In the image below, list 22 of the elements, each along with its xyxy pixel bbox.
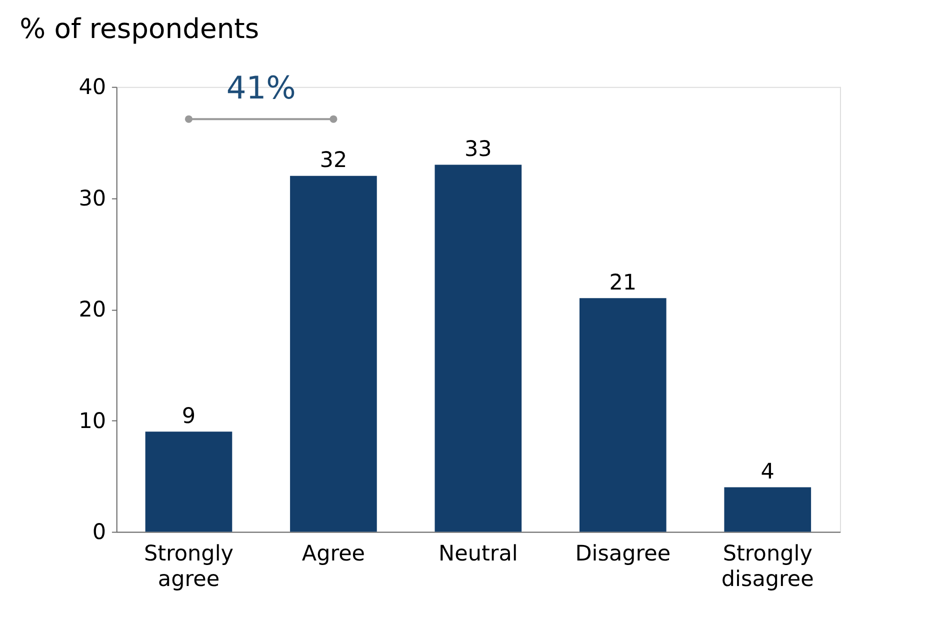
bar xyxy=(145,432,232,532)
x-tick-label: Strongly agree xyxy=(144,542,234,592)
data-label: 32 xyxy=(320,148,348,174)
x-tick-label: Strongly disagree xyxy=(721,542,814,592)
y-tick-label: 40 xyxy=(78,75,106,100)
x-tick-label: Agree xyxy=(302,542,366,567)
bar xyxy=(579,298,666,532)
bar xyxy=(290,176,377,532)
bar xyxy=(434,164,522,532)
y-tick-label: 10 xyxy=(78,408,106,434)
x-tick-label: Neutral xyxy=(438,542,518,567)
y-tick-label: 30 xyxy=(78,186,106,212)
data-label: 21 xyxy=(609,270,637,296)
annotation: 41% xyxy=(226,70,296,107)
bar xyxy=(724,487,812,532)
data-label: 4 xyxy=(760,459,774,484)
x-tick-label: Disagree xyxy=(575,542,671,567)
y-tick-label: 0 xyxy=(92,520,106,546)
y-tick-label: 20 xyxy=(78,298,106,323)
data-label: 33 xyxy=(464,136,492,162)
chart-title: % of respondents xyxy=(20,14,260,45)
data-label: 9 xyxy=(182,404,196,429)
